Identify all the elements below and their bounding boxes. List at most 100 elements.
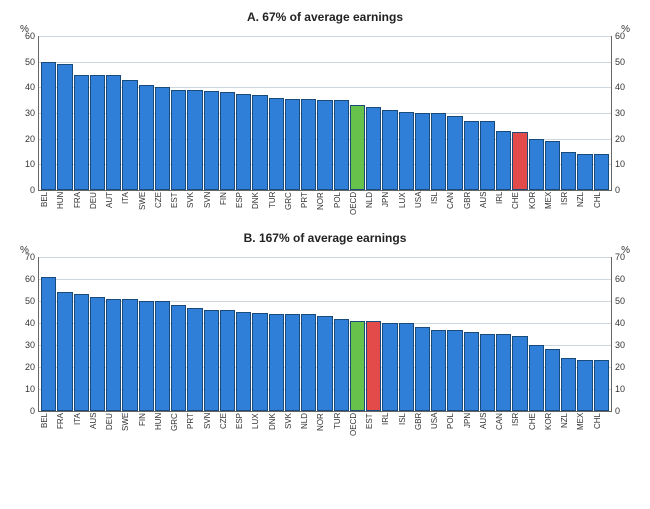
ytick-left: 60 — [21, 31, 35, 41]
xlabel-bel: BEL — [41, 192, 56, 220]
bar-deu — [90, 75, 105, 191]
xlabel-aus: AUS — [480, 413, 495, 441]
bar-isl — [399, 323, 414, 411]
panel-a: A. 67% of average earnings % % BELHUNFRA… — [10, 10, 640, 223]
bar-cze — [220, 310, 235, 411]
xlabel-cze: CZE — [220, 413, 235, 441]
bar-gbr — [415, 327, 430, 411]
bar-dnk — [252, 95, 267, 190]
bar-prt — [187, 308, 202, 411]
ytick-left: 20 — [21, 362, 35, 372]
bar-chl — [594, 360, 609, 411]
xlabel-est: EST — [366, 413, 381, 441]
bar-est — [171, 90, 186, 190]
bar-ita — [122, 80, 137, 190]
ytick-right: 70 — [615, 252, 629, 262]
xlabel-tur: TUR — [269, 192, 284, 220]
xlabel-isl: ISL — [399, 413, 414, 441]
ytick-right: 0 — [615, 185, 629, 195]
bar-ita — [74, 294, 89, 411]
ytick-right: 50 — [615, 57, 629, 67]
bar-chl — [594, 154, 609, 190]
panel-b-plot: BELFRAITAAUSDEUSWEFINHUNGRCPRTSVNCZEESPL… — [38, 257, 612, 412]
bar-can — [496, 334, 511, 411]
bar-kor — [545, 349, 560, 411]
bar-bel — [41, 277, 56, 411]
bar-swe — [139, 85, 154, 190]
bar-svk — [187, 90, 202, 190]
xlabel-fin: FIN — [139, 413, 154, 441]
ytick-left: 30 — [21, 340, 35, 350]
xlabel-pol: POL — [334, 192, 349, 220]
bar-esp — [236, 94, 251, 190]
bar-bel — [41, 62, 56, 190]
xlabel-svk: SVK — [285, 413, 300, 441]
xlabel-usa: USA — [431, 413, 446, 441]
bar-esp — [236, 312, 251, 411]
bar-hun — [57, 64, 72, 190]
xlabel-aut: AUT — [106, 192, 121, 220]
ytick-right: 40 — [615, 82, 629, 92]
ytick-right: 0 — [615, 406, 629, 416]
xlabel-svk: SVK — [187, 192, 202, 220]
xlabel-che: CHE — [512, 192, 527, 220]
ytick-right: 50 — [615, 296, 629, 306]
xlabel-ita: ITA — [122, 192, 137, 220]
xlabel-esp: ESP — [236, 413, 251, 441]
ytick-left: 50 — [21, 296, 35, 306]
bar-lux — [399, 112, 414, 190]
xlabel-can: CAN — [496, 413, 511, 441]
ytick-left: 10 — [21, 159, 35, 169]
xlabel-nzl: NZL — [561, 413, 576, 441]
xlabel-dnk: DNK — [269, 413, 284, 441]
bar-svk — [285, 314, 300, 411]
xlabel-lux: LUX — [252, 413, 267, 441]
bar-fin — [139, 301, 154, 411]
xlabel-kor: KOR — [545, 413, 560, 441]
xlabel-hun: HUN — [155, 413, 170, 441]
panel-a-chart: % % BELHUNFRADEUAUTITASWECZEESTSVKSVNFIN… — [38, 26, 612, 191]
bar-irl — [496, 131, 511, 190]
xlabel-mex: MEX — [545, 192, 560, 220]
bar-tur — [269, 98, 284, 190]
bar-mex — [577, 360, 592, 411]
bar-deu — [106, 299, 121, 411]
panel-b-chart: % % BELFRAITAAUSDEUSWEFINHUNGRCPRTSVNCZE… — [38, 247, 612, 412]
panel-b-xlabels: BELFRAITAAUSDEUSWEFINHUNGRCPRTSVNCZEESPL… — [39, 413, 611, 441]
ytick-left: 10 — [21, 384, 35, 394]
xlabel-swe: SWE — [139, 192, 154, 220]
xlabel-esp: ESP — [236, 192, 251, 220]
xlabel-mex: MEX — [577, 413, 592, 441]
xlabel-bel: BEL — [41, 413, 56, 441]
xlabel-ita: ITA — [74, 413, 89, 441]
ytick-right: 30 — [615, 108, 629, 118]
xlabel-irl: IRL — [496, 192, 511, 220]
xlabel-swe: SWE — [122, 413, 137, 441]
xlabel-pol: POL — [447, 413, 462, 441]
panel-a-plot: BELHUNFRADEUAUTITASWECZEESTSVKSVNFINESPD… — [38, 36, 612, 191]
xlabel-tur: TUR — [334, 413, 349, 441]
bar-svn — [204, 91, 219, 190]
bar-grc — [171, 305, 186, 411]
bar-tur — [334, 319, 349, 411]
bar-fin — [220, 92, 235, 190]
xlabel-isl: ISL — [431, 192, 446, 220]
xlabel-est: EST — [171, 192, 186, 220]
bar-dnk — [269, 314, 284, 411]
ytick-left: 70 — [21, 252, 35, 262]
xlabel-grc: GRC — [285, 192, 300, 220]
xlabel-che: CHE — [529, 413, 544, 441]
xlabel-deu: DEU — [106, 413, 121, 441]
ytick-left: 30 — [21, 108, 35, 118]
xlabel-nor: NOR — [317, 413, 332, 441]
panel-b: B. 167% of average earnings % % BELFRAIT… — [10, 231, 640, 444]
bar-aus — [480, 334, 495, 411]
xlabel-fin: FIN — [220, 192, 235, 220]
ytick-right: 10 — [615, 384, 629, 394]
ytick-right: 20 — [615, 362, 629, 372]
xlabel-oecd: OECD — [350, 413, 365, 441]
bar-prt — [301, 99, 316, 190]
ytick-left: 50 — [21, 57, 35, 67]
xlabel-aus: AUS — [90, 413, 105, 441]
xlabel-svn: SVN — [204, 192, 219, 220]
